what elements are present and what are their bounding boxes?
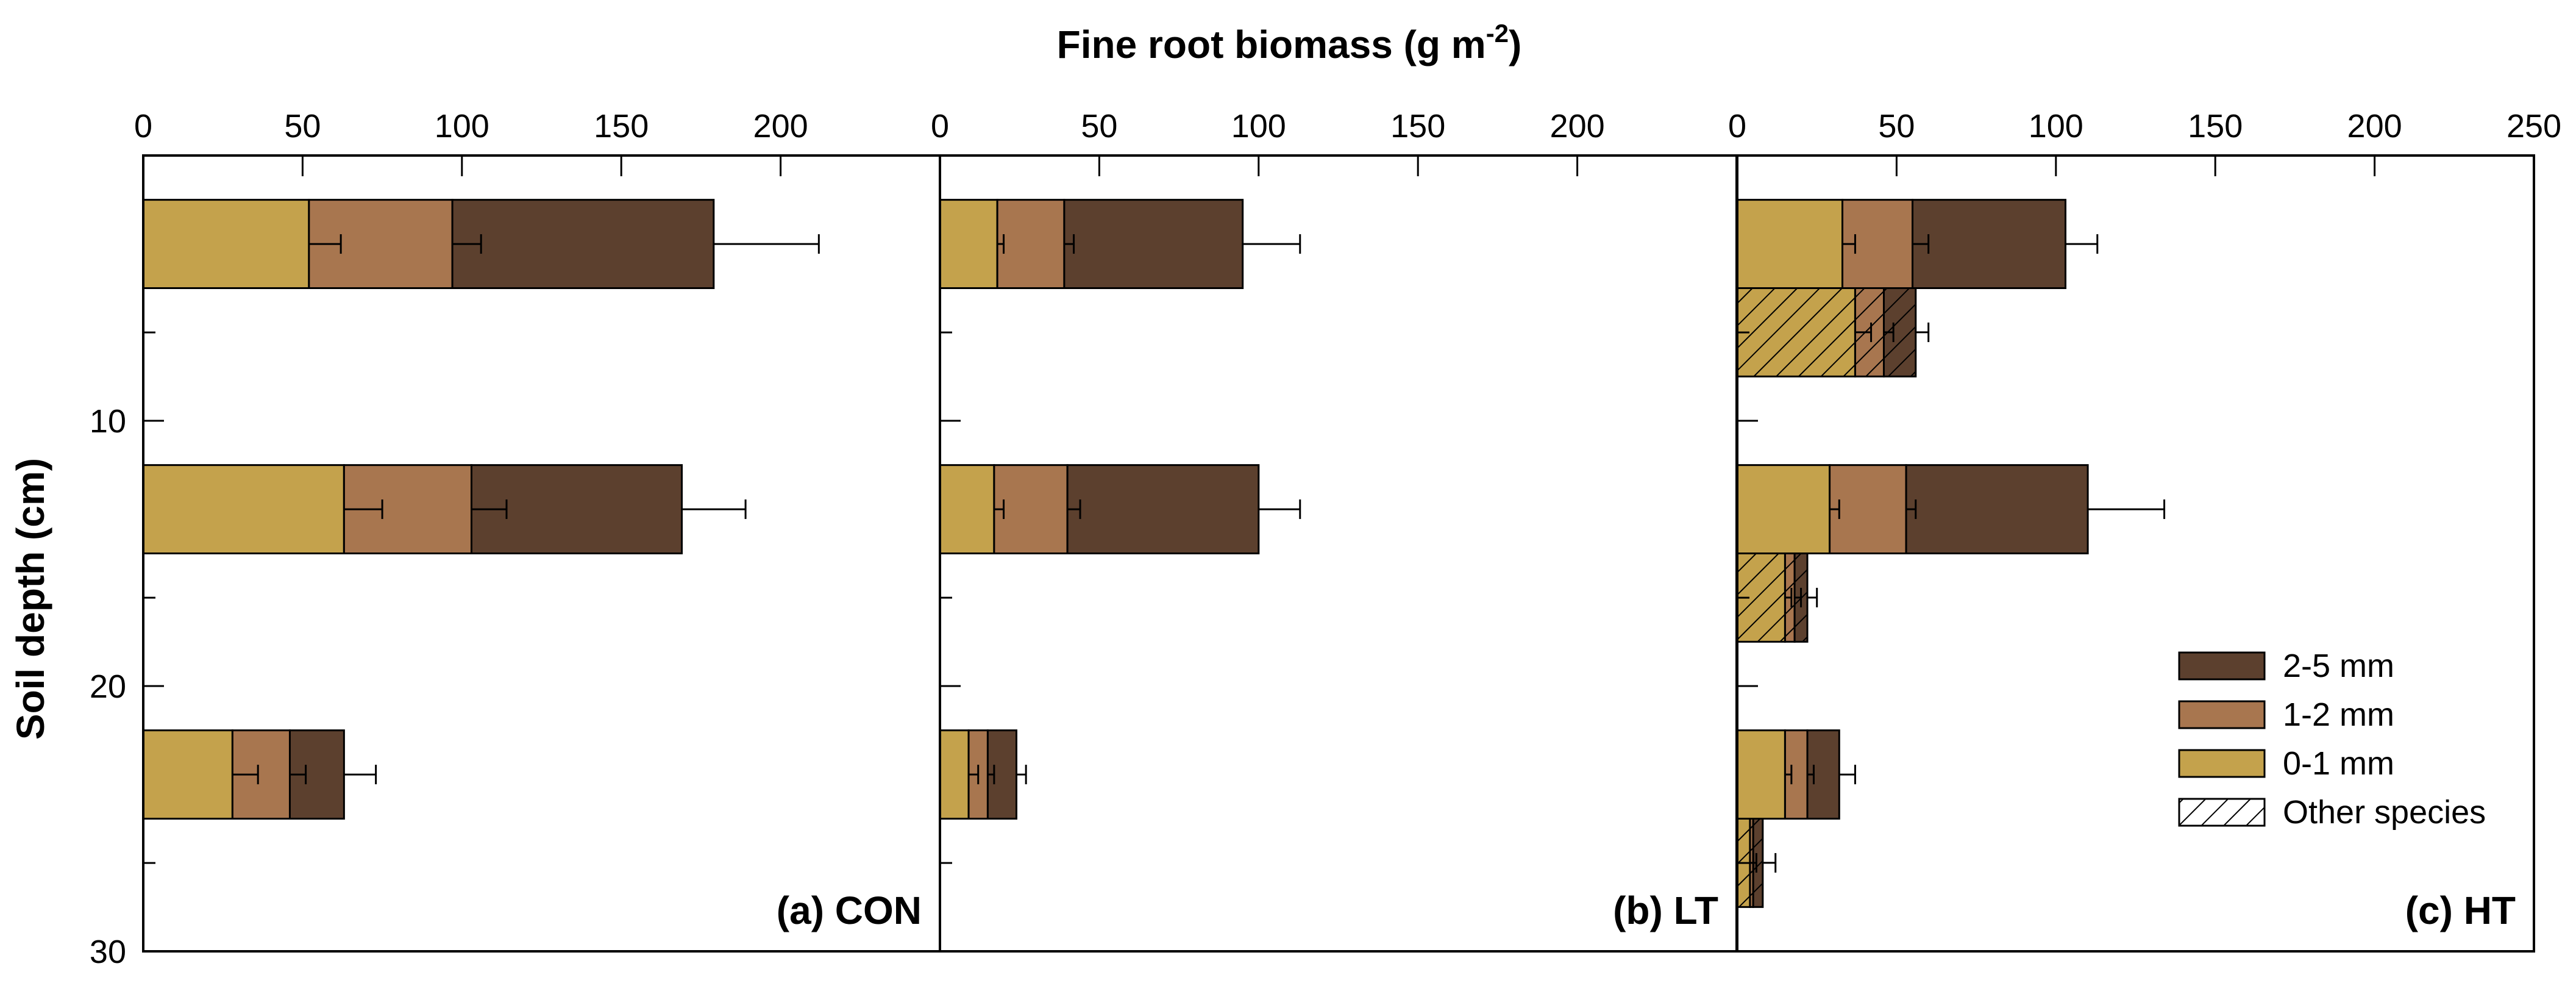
x-tick-label: 200 [753,108,808,145]
bar-segment [1066,464,1260,555]
legend-swatch [2178,651,2266,681]
y-tick-label: 20 [90,668,126,705]
x-tick-label: 50 [284,108,321,145]
legend-label: 1-2 mm [2283,696,2394,733]
bar-segment [142,199,310,289]
error-bar [969,765,980,785]
panel-label: (b) LT [1613,889,1718,932]
error-bar [1807,587,1818,607]
axes: 0 50 100 150 200 (a) CON 0 50 100 150 200 (b) LT 0 50… [90,108,2561,970]
bar-segment-hatch [1753,818,1763,907]
error-bar [1839,765,1856,785]
legend-label: Other species [2283,794,2486,831]
bar-segment [939,199,998,289]
error-bar [1915,322,1930,342]
legend-item: 1-2 mm [2178,696,2394,733]
error-bar [987,765,995,785]
error-bar [1785,765,1793,785]
error-bar [344,765,377,785]
error-bar [2065,234,2099,254]
bar-segment [142,729,233,820]
bar-segment [1912,199,2066,289]
legend-swatch-hatch [2179,799,2265,826]
panel-label: (c) HT [2405,889,2516,932]
x-tick-label: 100 [2029,108,2083,145]
error-bar [1829,499,1840,520]
bar-segment [996,199,1066,289]
error-bar [1807,765,1815,785]
x-tick-label: 50 [1878,108,1915,145]
bar-segment [939,464,995,555]
legend: 2-5 mm 1-2 mm 0-1 mm Other species [2178,648,2486,831]
x-tick-label: 200 [1550,108,1605,145]
error-bar [1785,587,1793,607]
error-bar [713,234,820,254]
bar-segment [1736,464,1831,555]
error-bar [1242,234,1301,254]
error-bar [1762,853,1777,873]
legend-swatch [2178,700,2266,729]
error-bar [1906,499,1917,520]
x-tick-label: 100 [1231,108,1286,145]
y-tick-label: 30 [90,934,126,970]
error-bar [1064,234,1075,254]
bar-segment [1736,199,1844,289]
error-bar [290,765,307,785]
error-bar [471,499,508,520]
error-bar [1795,587,1802,607]
x-tick-label: 0 [134,108,152,145]
error-bar [1912,234,1930,254]
legend-swatch [2178,749,2266,778]
x-tick-label: 150 [1390,108,1445,145]
panel-frame-c-ht [1736,154,2535,953]
legend-item: 0-1 mm [2178,745,2394,782]
legend-label: 2-5 mm [2283,648,2394,684]
bar-segment [993,464,1069,555]
bar-segment [939,729,970,820]
bar-segment [142,464,345,555]
x-tick-label: 150 [2188,108,2243,145]
x-tick-label: 0 [1728,108,1746,145]
bar-segment [1736,729,1786,820]
x-axis-title: Fine root biomass (g m-2) [1057,19,1522,66]
y-axis-title: Soil depth (cm) [9,458,52,740]
bar-segment-hatch [1737,288,1856,377]
bar-segment [451,199,715,289]
error-bar [1842,234,1856,254]
x-tick-label: 150 [594,108,649,145]
legend-item: Other species [2178,794,2486,831]
panel-label: (a) CON [777,889,922,932]
x-tick-label: 100 [435,108,489,145]
error-bar [1884,322,1895,342]
legend-label: 0-1 mm [2283,745,2394,782]
error-bar [308,234,342,254]
x-tick-label: 50 [1081,108,1117,145]
error-bar [1016,765,1027,785]
error-bar [344,499,383,520]
error-bar [994,499,1005,520]
bar-segment [1829,464,1907,555]
y-tick-label: 10 [90,403,126,440]
error-bar [232,765,259,785]
legend-item: 2-5 mm [2178,648,2394,684]
error-bar [1258,499,1301,520]
x-tick-label: 200 [2347,108,2402,145]
error-bar [1855,322,1873,342]
x-tick-label: 0 [931,108,949,145]
bar-segment [1905,464,2089,555]
error-bar [452,234,482,254]
plot-area [142,199,2166,908]
error-bar [681,499,747,520]
error-bar [997,234,1005,254]
bar-segment [1063,199,1244,289]
error-bar [1753,853,1757,873]
error-bar [2088,499,2166,520]
error-bar [1067,499,1081,520]
x-tick-label: 250 [2507,108,2561,145]
